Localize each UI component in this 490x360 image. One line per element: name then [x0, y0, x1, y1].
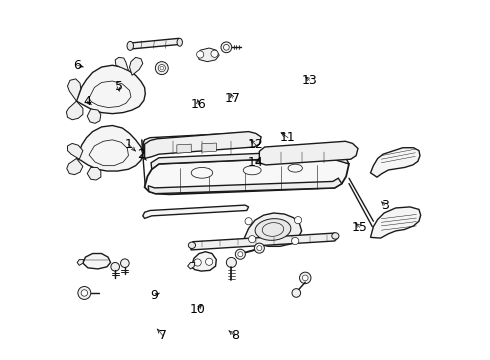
Polygon shape — [259, 141, 358, 165]
Polygon shape — [370, 148, 420, 177]
Polygon shape — [67, 101, 83, 120]
Polygon shape — [68, 143, 83, 159]
Text: 9: 9 — [151, 289, 159, 302]
Text: 5: 5 — [115, 80, 123, 93]
Circle shape — [411, 218, 416, 223]
Polygon shape — [145, 132, 261, 158]
Polygon shape — [197, 48, 219, 62]
Circle shape — [235, 249, 245, 259]
Circle shape — [115, 156, 124, 164]
Text: 7: 7 — [159, 329, 167, 342]
Circle shape — [158, 64, 166, 72]
Circle shape — [254, 243, 265, 253]
Circle shape — [109, 91, 116, 97]
Ellipse shape — [255, 219, 291, 240]
Text: 6: 6 — [74, 59, 81, 72]
Text: 12: 12 — [248, 138, 264, 151]
Text: 11: 11 — [280, 131, 296, 144]
Circle shape — [386, 225, 391, 230]
Circle shape — [109, 149, 116, 155]
Circle shape — [211, 50, 218, 57]
Circle shape — [101, 155, 109, 163]
Polygon shape — [143, 133, 248, 146]
Polygon shape — [145, 157, 349, 194]
Polygon shape — [245, 213, 302, 246]
Circle shape — [117, 100, 122, 104]
Circle shape — [106, 145, 119, 158]
Polygon shape — [77, 260, 84, 265]
Circle shape — [402, 155, 408, 161]
Ellipse shape — [191, 167, 213, 178]
Polygon shape — [128, 39, 181, 49]
Ellipse shape — [127, 41, 133, 50]
Circle shape — [121, 259, 129, 267]
Circle shape — [292, 289, 300, 297]
Circle shape — [393, 157, 398, 163]
Text: 3: 3 — [381, 199, 389, 212]
Polygon shape — [191, 252, 216, 271]
Polygon shape — [188, 262, 195, 269]
Text: 2: 2 — [137, 148, 145, 161]
Circle shape — [409, 153, 415, 158]
Circle shape — [196, 51, 204, 58]
Circle shape — [103, 99, 107, 103]
Circle shape — [117, 158, 122, 162]
Circle shape — [384, 161, 390, 167]
Polygon shape — [115, 57, 128, 71]
Text: 17: 17 — [224, 92, 241, 105]
Circle shape — [194, 259, 201, 266]
Ellipse shape — [288, 164, 302, 172]
Circle shape — [248, 235, 256, 243]
Ellipse shape — [332, 233, 339, 239]
Polygon shape — [202, 143, 216, 152]
Circle shape — [106, 87, 119, 100]
Circle shape — [221, 42, 232, 53]
Polygon shape — [67, 158, 83, 175]
Circle shape — [395, 222, 400, 227]
Polygon shape — [76, 126, 143, 171]
Polygon shape — [151, 150, 349, 169]
Circle shape — [292, 237, 299, 244]
Circle shape — [299, 272, 311, 284]
Circle shape — [302, 275, 308, 281]
Circle shape — [294, 217, 302, 224]
Text: 10: 10 — [190, 303, 206, 316]
Text: 14: 14 — [248, 156, 264, 169]
Polygon shape — [76, 65, 146, 114]
Polygon shape — [177, 144, 191, 153]
Polygon shape — [143, 205, 248, 219]
Polygon shape — [370, 207, 421, 238]
Polygon shape — [148, 178, 342, 194]
Ellipse shape — [243, 166, 261, 175]
Text: 16: 16 — [191, 98, 206, 111]
Ellipse shape — [188, 242, 196, 248]
Circle shape — [111, 262, 120, 271]
Text: 1: 1 — [124, 138, 132, 150]
Circle shape — [223, 44, 229, 50]
Circle shape — [257, 246, 262, 251]
Circle shape — [238, 252, 243, 257]
Polygon shape — [191, 233, 338, 250]
Circle shape — [115, 98, 124, 106]
Text: 15: 15 — [352, 221, 368, 234]
Ellipse shape — [177, 39, 182, 46]
Circle shape — [160, 66, 164, 70]
Circle shape — [78, 287, 91, 300]
Polygon shape — [87, 167, 101, 180]
Circle shape — [155, 62, 168, 75]
Text: 4: 4 — [83, 95, 91, 108]
Text: 13: 13 — [302, 74, 318, 87]
Circle shape — [226, 257, 236, 267]
Text: 8: 8 — [231, 329, 239, 342]
Polygon shape — [68, 79, 81, 101]
Circle shape — [405, 220, 410, 225]
Polygon shape — [87, 109, 101, 123]
Circle shape — [81, 290, 88, 296]
Circle shape — [205, 258, 213, 265]
Circle shape — [103, 157, 107, 161]
Polygon shape — [129, 57, 143, 75]
Circle shape — [245, 218, 252, 225]
Polygon shape — [83, 253, 111, 269]
Circle shape — [101, 97, 109, 105]
